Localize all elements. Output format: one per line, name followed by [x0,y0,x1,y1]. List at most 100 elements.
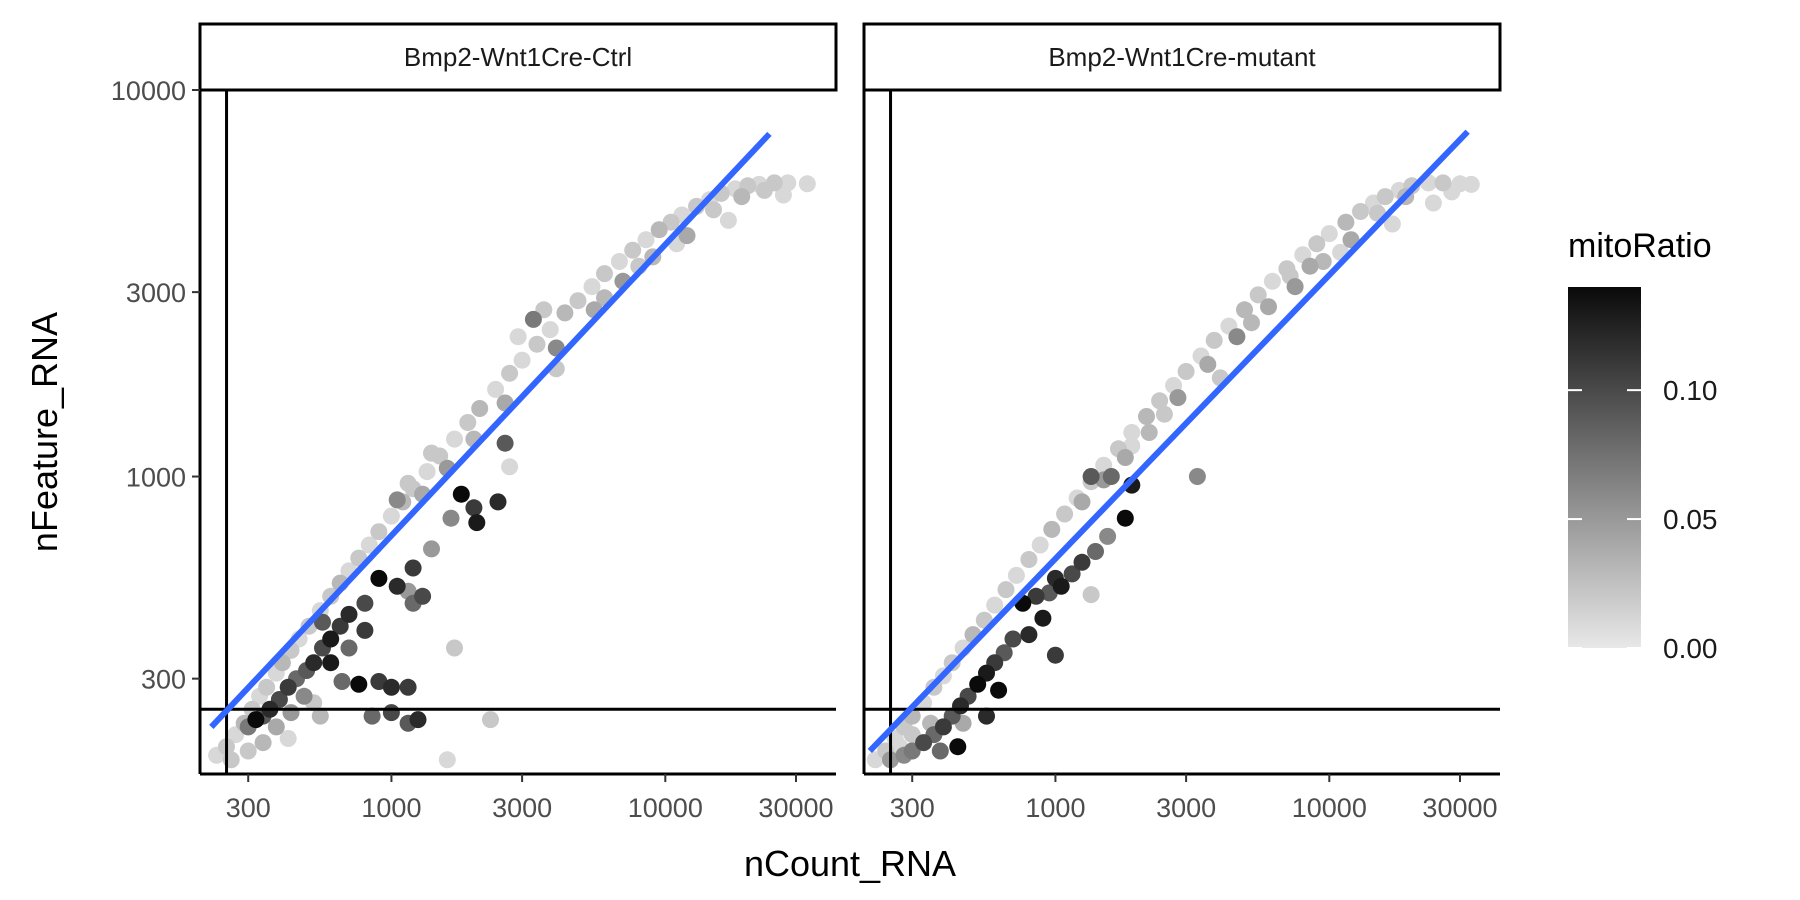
data-point [1434,174,1452,192]
x-tick-label: 30000 [758,793,833,823]
data-point [733,188,751,206]
legend-ticks: 0.00 0.05 0.10 [1568,375,1718,664]
data-point [254,734,272,752]
data-point [442,509,460,527]
data-point [1199,355,1217,373]
data-point [1243,314,1260,332]
y-tick-label: 1000 [126,463,186,493]
data-point [1205,331,1223,349]
data-point [340,639,358,657]
data-point [438,751,456,769]
data-point [501,458,519,476]
facet-panel-mutant: Bmp2-Wnt1Cre-mutant 300 1000 3000 10000 3000… [862,22,1502,823]
data-point [678,227,696,245]
data-point [1301,257,1319,275]
data-point [1034,609,1052,627]
data-point [915,734,933,752]
data-point [509,328,527,346]
data-point [471,400,489,417]
data-point [1337,213,1355,231]
data-point [423,444,440,462]
data-point [1188,468,1206,485]
data-point [583,278,601,296]
color-legend: mitoRatio 0.00 0.05 0.10 [1568,227,1718,664]
data-point [459,414,477,431]
data-point [1376,188,1394,206]
data-point [774,186,792,204]
x-tick-label: 1000 [361,793,421,823]
data-point [1004,630,1022,648]
data-point [1308,235,1326,253]
data-point [305,654,323,672]
data-point [446,430,463,448]
data-point [1020,551,1038,568]
x-tick-label: 3000 [1156,793,1216,823]
data-point [399,678,417,696]
data-point [322,630,340,648]
data-point [1116,509,1134,527]
facet-panel-ctrl: Bmp2-Wnt1Cre-Ctrl 300 1000 3000 10000 30000 … [111,22,838,823]
data-point [1236,301,1253,319]
data-point [1116,449,1134,466]
data-point [1052,577,1070,595]
data-point [1140,424,1158,441]
data-point [496,434,514,452]
data-point [1352,203,1369,220]
data-point [513,351,531,369]
data-point [322,654,340,672]
scatter-points-ctrl [208,174,816,769]
x-tick-label: 10000 [628,793,703,823]
data-point [452,485,470,503]
data-point [1286,278,1304,296]
fit-line-ctrl [209,131,772,730]
data-point [1169,389,1187,407]
data-point [978,707,995,725]
data-point [363,707,381,725]
legend-tick-label: 0.10 [1663,375,1718,406]
legend-tick-label: 0.05 [1663,504,1718,535]
data-point [487,380,505,398]
data-point [610,253,628,270]
x-axis-ticks-ctrl: 300 1000 3000 10000 30000 [226,774,834,823]
data-point [969,675,987,693]
data-point [340,605,358,623]
data-point [1020,626,1038,644]
data-point [409,711,427,729]
data-point [360,536,378,554]
data-point [755,181,773,199]
data-point [356,621,374,639]
data-point [990,681,1008,699]
data-point [282,704,300,722]
data-point [949,738,967,756]
data-point [388,491,406,509]
data-point [482,711,499,729]
data-point [489,493,507,511]
data-point [382,678,400,696]
data-point [1073,553,1091,571]
x-tick-label: 300 [890,793,935,823]
data-point [705,201,722,219]
data-point [986,596,1004,614]
data-point [1073,493,1091,511]
data-point [311,707,329,725]
data-point [798,175,816,193]
x-tick-label: 1000 [1025,793,1085,823]
data-point [1249,286,1267,304]
data-point [556,304,574,322]
data-point [528,335,546,353]
scatter-points-mutant [866,174,1480,769]
data-point [1177,363,1195,380]
data-point [1007,566,1025,584]
legend-tick-label: 0.00 [1663,633,1718,664]
data-point [1123,424,1141,441]
data-point [1228,328,1246,346]
data-point [596,265,613,283]
legend-title: mitoRatio [1568,227,1712,265]
data-point [1383,215,1401,233]
y-tick-label: 3000 [126,278,186,308]
data-point [624,241,642,259]
data-point [247,711,265,729]
legend-colorbar [1568,287,1641,648]
fit-line-mutant [867,129,1470,754]
data-point [1151,392,1169,410]
